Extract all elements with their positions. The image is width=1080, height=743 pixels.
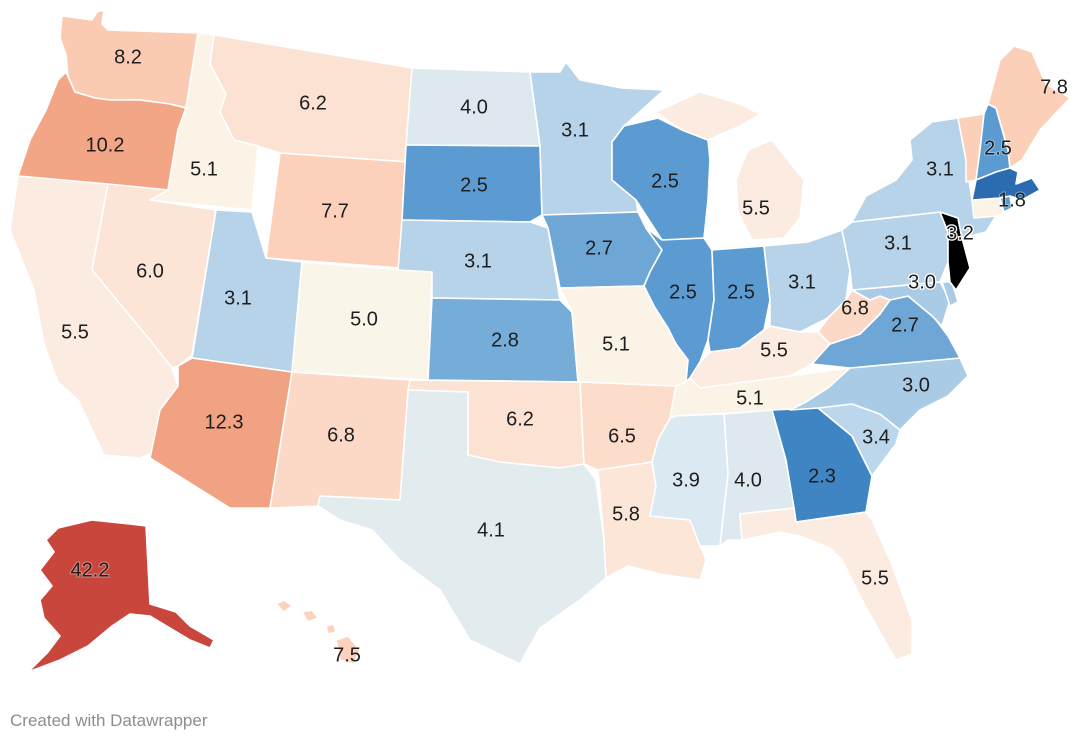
label-nv: 6.0	[136, 260, 164, 282]
state-de[interactable]	[941, 281, 959, 307]
label-hi: 7.5	[333, 644, 361, 666]
label-oh: 3.1	[788, 271, 816, 293]
label-wy: 7.7	[321, 200, 349, 222]
label-al: 4.0	[734, 469, 762, 491]
label-nm: 6.8	[327, 424, 355, 446]
label-va: 2.7	[891, 314, 919, 336]
label-ar: 6.5	[608, 425, 636, 447]
label-mo: 5.1	[602, 333, 630, 355]
label-mt: 6.2	[299, 92, 327, 114]
label-nd: 4.0	[460, 96, 488, 118]
label-ca: 5.5	[61, 321, 89, 343]
label-ne: 3.1	[464, 250, 492, 272]
state-hi[interactable]	[275, 599, 361, 665]
label-id: 5.1	[190, 158, 218, 180]
label-nh: 2.5	[984, 137, 1012, 159]
label-ma: 1.8	[998, 189, 1026, 211]
label-me: 7.8	[1040, 76, 1068, 98]
label-ak: 42.2	[71, 559, 110, 581]
value-labels: 8.2 10.2 5.5 5.1 6.0 6.2 7.7 3.1 12.3 5.…	[61, 46, 1068, 666]
label-pa: 3.1	[884, 232, 912, 254]
label-az: 12.3	[205, 411, 244, 433]
state-me[interactable]	[987, 45, 1071, 169]
state-fl[interactable]	[739, 507, 913, 661]
label-sd: 2.5	[460, 174, 488, 196]
state-ma[interactable]	[971, 167, 1041, 201]
label-ny: 3.1	[926, 158, 954, 180]
label-wa: 8.2	[114, 46, 142, 68]
us-choropleth-map: 8.2 10.2 5.5 5.1 6.0 6.2 7.7 3.1 12.3 5.…	[9, 9, 1071, 673]
label-la: 5.8	[612, 503, 640, 525]
label-co: 5.0	[350, 308, 378, 330]
label-nj: 3.2	[946, 222, 974, 244]
label-wi: 2.5	[651, 170, 679, 192]
label-nc: 3.0	[902, 374, 930, 396]
label-mi: 5.5	[742, 197, 770, 219]
state-wi[interactable]	[611, 117, 711, 241]
label-or: 10.2	[86, 134, 125, 156]
label-ia: 2.7	[585, 237, 613, 259]
label-tx: 4.1	[477, 519, 505, 541]
label-il: 2.5	[669, 281, 697, 303]
label-md: 3.0	[908, 271, 936, 293]
label-ks: 2.8	[491, 329, 519, 351]
label-tn: 5.1	[736, 387, 764, 409]
label-ga: 2.3	[808, 465, 836, 487]
label-fl: 5.5	[861, 567, 889, 589]
state-ak[interactable]	[27, 519, 215, 673]
state-ms[interactable]	[649, 413, 729, 547]
state-nv[interactable]	[91, 183, 217, 369]
state-tx[interactable]	[317, 389, 607, 665]
label-ky: 5.5	[760, 339, 788, 361]
label-sc: 3.4	[862, 426, 890, 448]
label-ms: 3.9	[672, 469, 700, 491]
datawrapper-credit: Created with Datawrapper	[10, 711, 208, 730]
label-ut: 3.1	[224, 287, 252, 309]
state-sd[interactable]	[401, 144, 543, 223]
state-mi[interactable]	[655, 91, 805, 241]
label-wv: 6.8	[841, 297, 869, 319]
label-ok: 6.2	[506, 408, 534, 430]
label-in: 2.5	[727, 281, 755, 303]
label-mn: 3.1	[561, 119, 589, 141]
